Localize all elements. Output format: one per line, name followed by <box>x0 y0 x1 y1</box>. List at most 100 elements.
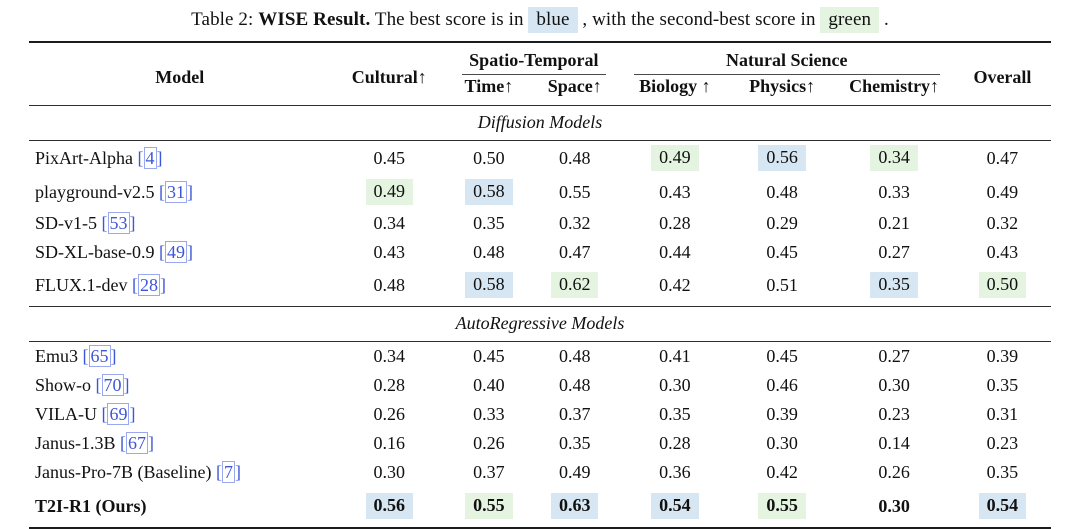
score-value: 0.47 <box>558 242 591 262</box>
score-cell: 0.49 <box>331 175 449 209</box>
score-cell: 0.35 <box>834 267 954 307</box>
caption-title: WISE Result. <box>258 9 371 30</box>
highlighted-score: 0.34 <box>870 145 918 171</box>
score-cell: 0.55 <box>448 487 530 528</box>
score-value: 0.39 <box>986 346 1019 366</box>
score-cell: 0.33 <box>448 400 530 429</box>
score-value: 0.33 <box>473 404 505 424</box>
table-row: SD-XL-base-0.9 [49] 0.43 0.48 0.47 0.44 0.45 0… <box>29 238 1051 267</box>
score-cell: 0.50 <box>954 267 1051 307</box>
score-cell: 0.34 <box>331 342 449 372</box>
score-cell: 0.39 <box>954 342 1051 372</box>
score-value: 0.14 <box>878 433 910 453</box>
score-cell: 0.47 <box>530 238 620 267</box>
score-value: 0.45 <box>373 147 406 168</box>
table-row: Janus-1.3B [67] 0.16 0.26 0.35 0.28 0.30 0.14 0… <box>29 429 1051 458</box>
score-value: 0.41 <box>659 346 691 366</box>
score-value: 0.55 <box>558 181 591 202</box>
score-cell: 0.26 <box>331 400 449 429</box>
highlighted-score: 0.56 <box>365 493 413 519</box>
score-cell: 0.34 <box>834 141 954 176</box>
score-value: 0.26 <box>373 404 406 424</box>
score-value: 0.26 <box>473 433 505 453</box>
score-value: 0.48 <box>473 242 505 262</box>
score-cell: 0.43 <box>620 175 730 209</box>
score-value: 0.35 <box>473 213 505 233</box>
citation-link[interactable]: [31] <box>158 180 193 203</box>
score-cell: 0.45 <box>331 141 449 176</box>
score-cell: 0.26 <box>448 429 530 458</box>
model-name-cell: T2I-R1 (Ours) <box>29 487 331 528</box>
citation-link[interactable]: [70] <box>95 374 130 396</box>
score-cell: 0.49 <box>954 175 1051 209</box>
highlighted-score: 0.55 <box>465 493 513 519</box>
score-value: 0.48 <box>558 147 591 168</box>
score-value: 0.43 <box>986 242 1019 262</box>
score-cell: 0.54 <box>954 487 1051 528</box>
score-value: 0.35 <box>986 375 1019 395</box>
citation-link[interactable]: [53] <box>101 212 136 234</box>
model-name-cell: Janus-1.3B [67] <box>29 429 331 458</box>
score-value: 0.34 <box>373 346 406 366</box>
highlighted-score: 0.49 <box>651 145 699 171</box>
score-cell: 0.30 <box>620 371 730 400</box>
score-cell: 0.30 <box>730 429 834 458</box>
score-value: 0.37 <box>558 404 591 424</box>
score-value: 0.23 <box>878 404 910 424</box>
score-cell: 0.55 <box>530 175 620 209</box>
score-value: 0.49 <box>986 181 1019 202</box>
model-name: FLUX.1-dev <box>35 274 128 295</box>
table-row: PixArt-Alpha [4] 0.45 0.50 0.48 0.49 0.56 0.34… <box>29 141 1051 176</box>
model-name: Janus-Pro-7B (Baseline) <box>35 462 212 482</box>
citation-link[interactable]: [67] <box>120 432 154 454</box>
score-cell: 0.40 <box>448 371 530 400</box>
citation-link[interactable]: [65] <box>82 345 117 367</box>
score-value: 0.30 <box>766 433 798 453</box>
highlighted-score: 0.54 <box>651 493 699 519</box>
score-value: 0.35 <box>558 433 591 453</box>
table-caption: Table 2: WISE Result. The best score is … <box>0 0 1080 33</box>
score-value: 0.51 <box>766 274 798 295</box>
citation-link[interactable]: [69] <box>101 403 136 425</box>
score-value: 0.42 <box>659 274 691 295</box>
score-cell: 0.45 <box>730 238 834 267</box>
score-cell: 0.35 <box>448 209 530 238</box>
score-cell: 0.55 <box>730 487 834 528</box>
caption-text-2: , with the second-best score in <box>582 9 816 30</box>
score-value: 0.49 <box>558 462 591 482</box>
table-row: playground-v2.5 [31] 0.49 0.58 0.55 0.43 0.48… <box>29 175 1051 209</box>
score-value: 0.33 <box>878 181 910 202</box>
citation-link[interactable]: [28] <box>132 273 166 296</box>
model-name-cell: SD-XL-base-0.9 [49] <box>29 238 331 267</box>
score-cell: 0.49 <box>530 458 620 487</box>
score-cell: 0.43 <box>331 238 449 267</box>
score-value: 0.30 <box>373 462 406 482</box>
model-name: Emu3 <box>35 346 78 366</box>
score-value: 0.48 <box>558 375 591 395</box>
score-cell: 0.34 <box>331 209 449 238</box>
citation-link[interactable]: [49] <box>158 241 193 263</box>
score-value: 0.48 <box>766 181 798 202</box>
score-cell: 0.32 <box>954 209 1051 238</box>
caption-text-1: The best score is in <box>374 9 524 30</box>
score-cell: 0.45 <box>448 342 530 372</box>
score-value: 0.26 <box>878 462 910 482</box>
table-row: SD-v1-5 [53] 0.34 0.35 0.32 0.28 0.29 0.21 0.32 <box>29 209 1051 238</box>
model-name-cell: Emu3 [65] <box>29 342 331 372</box>
score-value: 0.28 <box>659 213 691 233</box>
score-cell: 0.47 <box>954 141 1051 176</box>
citation-link[interactable]: [4] <box>137 146 163 169</box>
score-cell: 0.37 <box>448 458 530 487</box>
score-cell: 0.30 <box>834 487 954 528</box>
score-cell: 0.48 <box>530 371 620 400</box>
score-cell: 0.50 <box>448 141 530 176</box>
score-value: 0.45 <box>766 242 798 262</box>
table-row: FLUX.1-dev [28] 0.48 0.58 0.62 0.42 0.51 0.35 0… <box>29 267 1051 307</box>
caption-label: Table 2: <box>191 9 254 30</box>
score-value: 0.16 <box>373 433 406 453</box>
citation-link[interactable]: [7] <box>215 461 241 483</box>
score-cell: 0.63 <box>530 487 620 528</box>
model-name-cell: PixArt-Alpha [4] <box>29 141 331 176</box>
score-value: 0.34 <box>373 213 406 233</box>
score-value: 0.48 <box>373 274 406 295</box>
